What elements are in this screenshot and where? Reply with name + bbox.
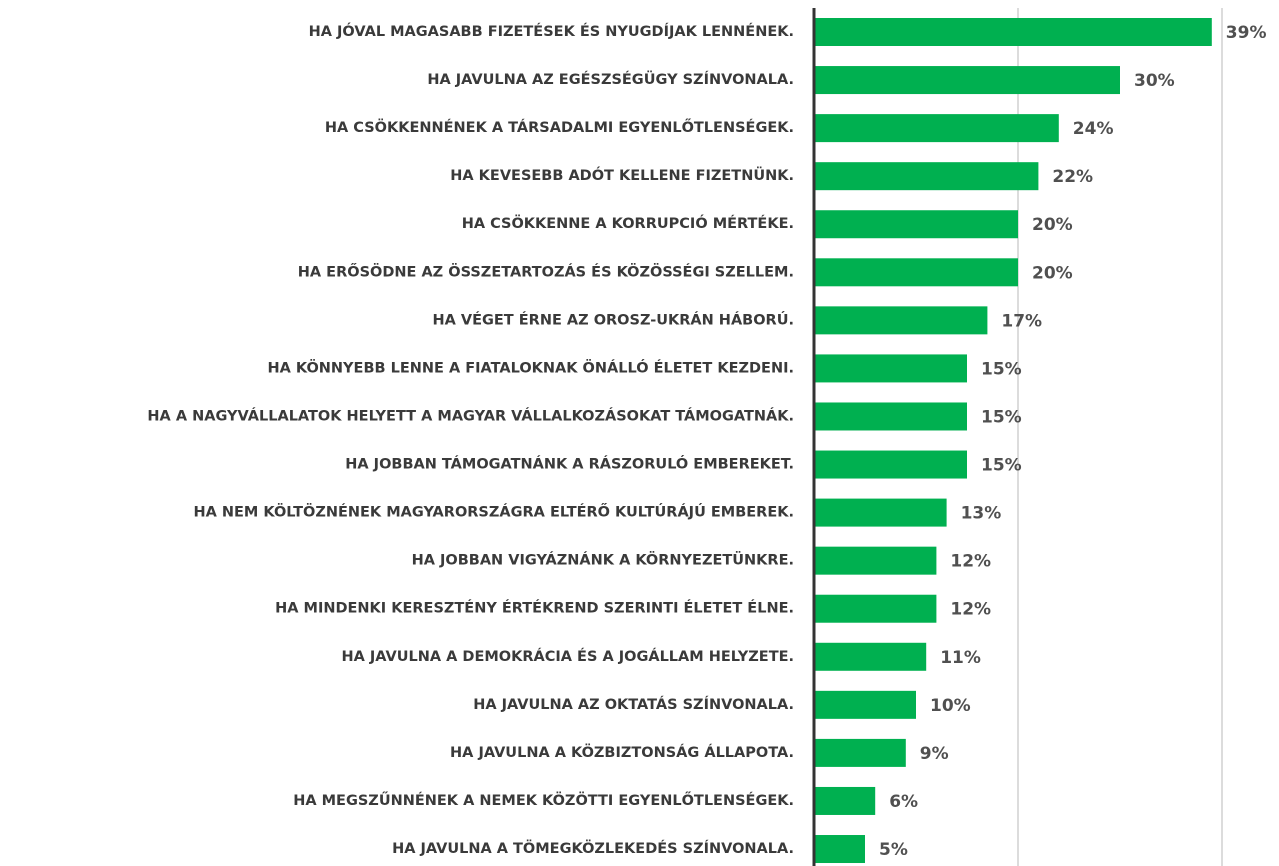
category-label: HA KÖNNYEBB LENNE A FIATALOKNAK ÖNÁLLÓ É…: [267, 358, 794, 376]
bar: [814, 450, 967, 479]
value-label: 11%: [940, 648, 981, 668]
value-label: 12%: [950, 552, 991, 572]
bar: [814, 835, 865, 864]
category-label: HA MEGSZŰNNÉNEK A NEMEK KÖZÖTTI EGYENLŐT…: [293, 791, 794, 809]
category-label: HA JÓVAL MAGASABB FIZETÉSEK ÉS NYUGDÍJAK…: [309, 22, 794, 40]
bar: [814, 258, 1018, 287]
bar: [814, 786, 876, 815]
value-label: 6%: [889, 792, 918, 812]
bar: [814, 642, 927, 671]
category-label: HA JAVULNA A DEMOKRÁCIA ÉS A JOGÁLLAM HE…: [341, 648, 794, 665]
bar: [814, 162, 1039, 191]
bar: [814, 594, 937, 623]
category-label: HA CSÖKKENNE A KORRUPCIÓ MÉRTÉKE.: [462, 214, 794, 232]
value-label: 10%: [930, 696, 971, 716]
bar: [814, 210, 1018, 239]
category-label: HA KEVESEBB ADÓT KELLENE FIZETNÜNK.: [450, 166, 794, 184]
value-label: 17%: [1001, 311, 1042, 331]
bar: [814, 690, 916, 719]
bar: [814, 546, 937, 575]
category-label: HA JAVULNA AZ OKTATÁS SZÍNVONALA.: [473, 696, 794, 713]
bar: [814, 66, 1120, 95]
value-label: 20%: [1032, 215, 1073, 235]
value-label: 24%: [1073, 119, 1114, 139]
bar: [814, 18, 1212, 46]
bar: [814, 738, 906, 767]
value-label: 30%: [1134, 71, 1175, 91]
value-label: 5%: [879, 840, 908, 860]
value-label: 22%: [1052, 167, 1093, 187]
category-label: HA JOBBAN TÁMOGATNÁNK A RÁSZORULÓ EMBERE…: [345, 455, 794, 473]
value-label: 9%: [920, 744, 949, 764]
category-label: HA JAVULNA A KÖZBIZTONSÁG ÁLLAPOTA.: [450, 743, 794, 761]
category-label: HA JOBBAN VIGYÁZNÁNK A KÖRNYEZETÜNKRE.: [412, 551, 794, 569]
category-label: HA A NAGYVÁLLALATOK HELYETT A MAGYAR VÁL…: [147, 407, 794, 424]
value-label: 39%: [1226, 23, 1267, 43]
value-label: 13%: [961, 504, 1002, 524]
bar: [814, 354, 967, 383]
value-label: 15%: [981, 456, 1022, 476]
category-label: HA VÉGET ÉRNE AZ OROSZ-UKRÁN HÁBORÚ.: [432, 310, 794, 328]
value-label: 20%: [1032, 263, 1073, 283]
value-label: 12%: [950, 600, 991, 620]
bar: [814, 114, 1059, 143]
value-label: 15%: [981, 359, 1022, 379]
category-label: HA MINDENKI KERESZTÉNY ÉRTÉKREND SZERINT…: [275, 600, 794, 617]
bar: [814, 306, 988, 335]
category-label: HA JAVULNA A TÖMEGKÖZLEKEDÉS SZÍNVONALA.: [392, 839, 794, 857]
category-label: HA JAVULNA AZ EGÉSZSÉGÜGY SZÍNVONALA.: [427, 70, 794, 88]
bar: [814, 402, 967, 431]
category-label: HA ERŐSÖDNE AZ ÖSSZETARTOZÁS ÉS KÖZÖSSÉG…: [298, 262, 794, 280]
bar: [814, 498, 947, 527]
category-label: HA CSÖKKENNÉNEK A TÁRSADALMI EGYENLŐTLEN…: [325, 118, 794, 136]
value-label: 15%: [981, 407, 1022, 427]
category-label: HA NEM KÖLTÖZNÉNEK MAGYARORSZÁGRA ELTÉRŐ…: [193, 503, 794, 521]
